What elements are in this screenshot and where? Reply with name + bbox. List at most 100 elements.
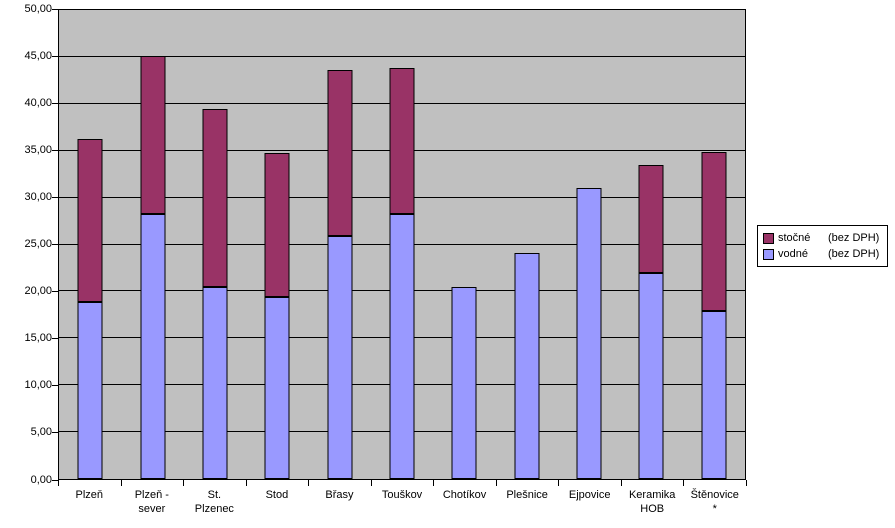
bar-5 [327, 70, 353, 479]
x-tick-mark [370, 480, 372, 486]
bar-segment-stocne [77, 138, 103, 302]
bar-segment-vodne [140, 213, 166, 479]
y-tick-mark [52, 432, 58, 434]
bar-segment-vodne [638, 272, 664, 479]
x-tick-mark [245, 480, 247, 486]
x-tick-mark [620, 480, 622, 486]
bar-1 [77, 138, 103, 479]
y-tick-label: 45,00 [24, 49, 52, 62]
bar-segment-stocne [701, 151, 727, 312]
bar-segment-stocne [638, 164, 664, 273]
legend-note: (bez DPH) [828, 232, 880, 244]
bar-7 [451, 286, 477, 479]
x-tick-mark [183, 480, 185, 486]
y-tick-label: 50,00 [24, 2, 52, 15]
y-tick-mark [52, 55, 58, 57]
category-cell [121, 10, 183, 479]
plot-inner [59, 10, 745, 479]
category-cell [308, 10, 370, 479]
legend-label: vodné [778, 248, 808, 260]
bar-segment-vodne [576, 188, 602, 479]
x-tick-mark [746, 480, 747, 486]
x-axis-label: Plzeň - sever [134, 489, 169, 515]
bar-segment-vodne [389, 214, 415, 479]
bar-segment-stocne [140, 55, 166, 214]
y-tick-label: 15,00 [24, 332, 52, 345]
bar-3 [202, 109, 228, 479]
category-cell [371, 10, 433, 479]
x-axis-label: Touškov [381, 489, 423, 501]
x-axis-label: Chotíkov [442, 489, 487, 501]
y-tick-label: 0,00 [30, 473, 52, 486]
x-tick-mark [495, 480, 497, 486]
category-cell [184, 10, 246, 479]
x-axis-label: Štěnovice * [690, 489, 739, 515]
x-axis-label: Ejpovice [568, 489, 611, 501]
bar-segment-vodne [202, 286, 228, 479]
y-tick-mark [52, 291, 58, 293]
x-tick-mark [683, 480, 685, 486]
bar-2 [140, 55, 166, 479]
x-axis-label: Plešnice [506, 489, 548, 501]
bar-segment-vodne [514, 252, 540, 479]
y-tick-mark [52, 196, 58, 198]
bar-segment-vodne [701, 311, 727, 479]
category-cell [59, 10, 121, 479]
x-tick-mark [433, 480, 435, 486]
plot-area [58, 9, 746, 480]
x-tick-mark [558, 480, 560, 486]
category-cell [246, 10, 308, 479]
category-cell [433, 10, 495, 479]
y-tick-label: 10,00 [24, 379, 52, 392]
y-tick-label: 5,00 [30, 426, 52, 439]
bar-segment-vodne [264, 297, 290, 479]
bar-10 [638, 164, 664, 479]
y-tick-mark [52, 338, 58, 340]
category-cell [496, 10, 558, 479]
y-tick-label: 40,00 [24, 96, 52, 109]
x-axis-label: Břasy [325, 489, 354, 501]
x-axis-label: St. Plzenec [194, 489, 234, 515]
y-tick-mark [52, 149, 58, 151]
y-tick-label: 25,00 [24, 238, 52, 250]
bars-container [59, 10, 745, 479]
y-tick-label: 30,00 [24, 190, 52, 203]
bar-4 [264, 152, 290, 479]
bar-segment-vodne [77, 301, 103, 479]
legend-swatch-vodne-icon [763, 248, 774, 260]
gridline-45 [59, 55, 745, 57]
bar-segment-stocne [202, 109, 228, 287]
y-tick-mark [52, 479, 58, 481]
bar-segment-stocne [264, 152, 290, 298]
y-tick-mark [52, 244, 58, 245]
legend-swatch-stocne-icon [763, 232, 774, 244]
y-tick-mark [52, 385, 58, 387]
y-tick-label: 20,00 [24, 285, 52, 298]
bar-segment-vodne [327, 236, 353, 479]
legend-entry-stocne: stočné (bez DPH) [763, 230, 887, 246]
bar-11 [701, 151, 727, 479]
x-tick-mark [308, 480, 310, 486]
bar-segment-stocne [389, 68, 415, 215]
x-tick-mark [58, 480, 59, 486]
bar-segment-stocne [327, 70, 353, 237]
legend: stočné (bez DPH) vodné (bez DPH) [757, 225, 888, 267]
category-cell [683, 10, 745, 479]
legend-note: (bez DPH) [828, 248, 880, 260]
bar-9 [576, 188, 602, 479]
y-tick-mark [52, 102, 58, 104]
bar-segment-vodne [451, 286, 477, 479]
x-axis-label: Plzeň [75, 489, 104, 501]
category-cell [558, 10, 620, 479]
x-axis-label: Stod [265, 489, 289, 501]
x-tick-mark [120, 480, 122, 486]
bar-6 [389, 68, 415, 479]
x-axis-labels: Plzeň Plzeň - sever St. Plzenec Stod Břasy To… [58, 488, 746, 516]
y-tick-label: 35,00 [24, 143, 52, 156]
legend-label: stočné [778, 232, 811, 244]
legend-entry-vodne: vodné (bez DPH) [763, 246, 887, 262]
y-tick-mark [52, 8, 58, 10]
x-axis-label: Keramika HOB [628, 489, 676, 515]
category-cell [620, 10, 682, 479]
